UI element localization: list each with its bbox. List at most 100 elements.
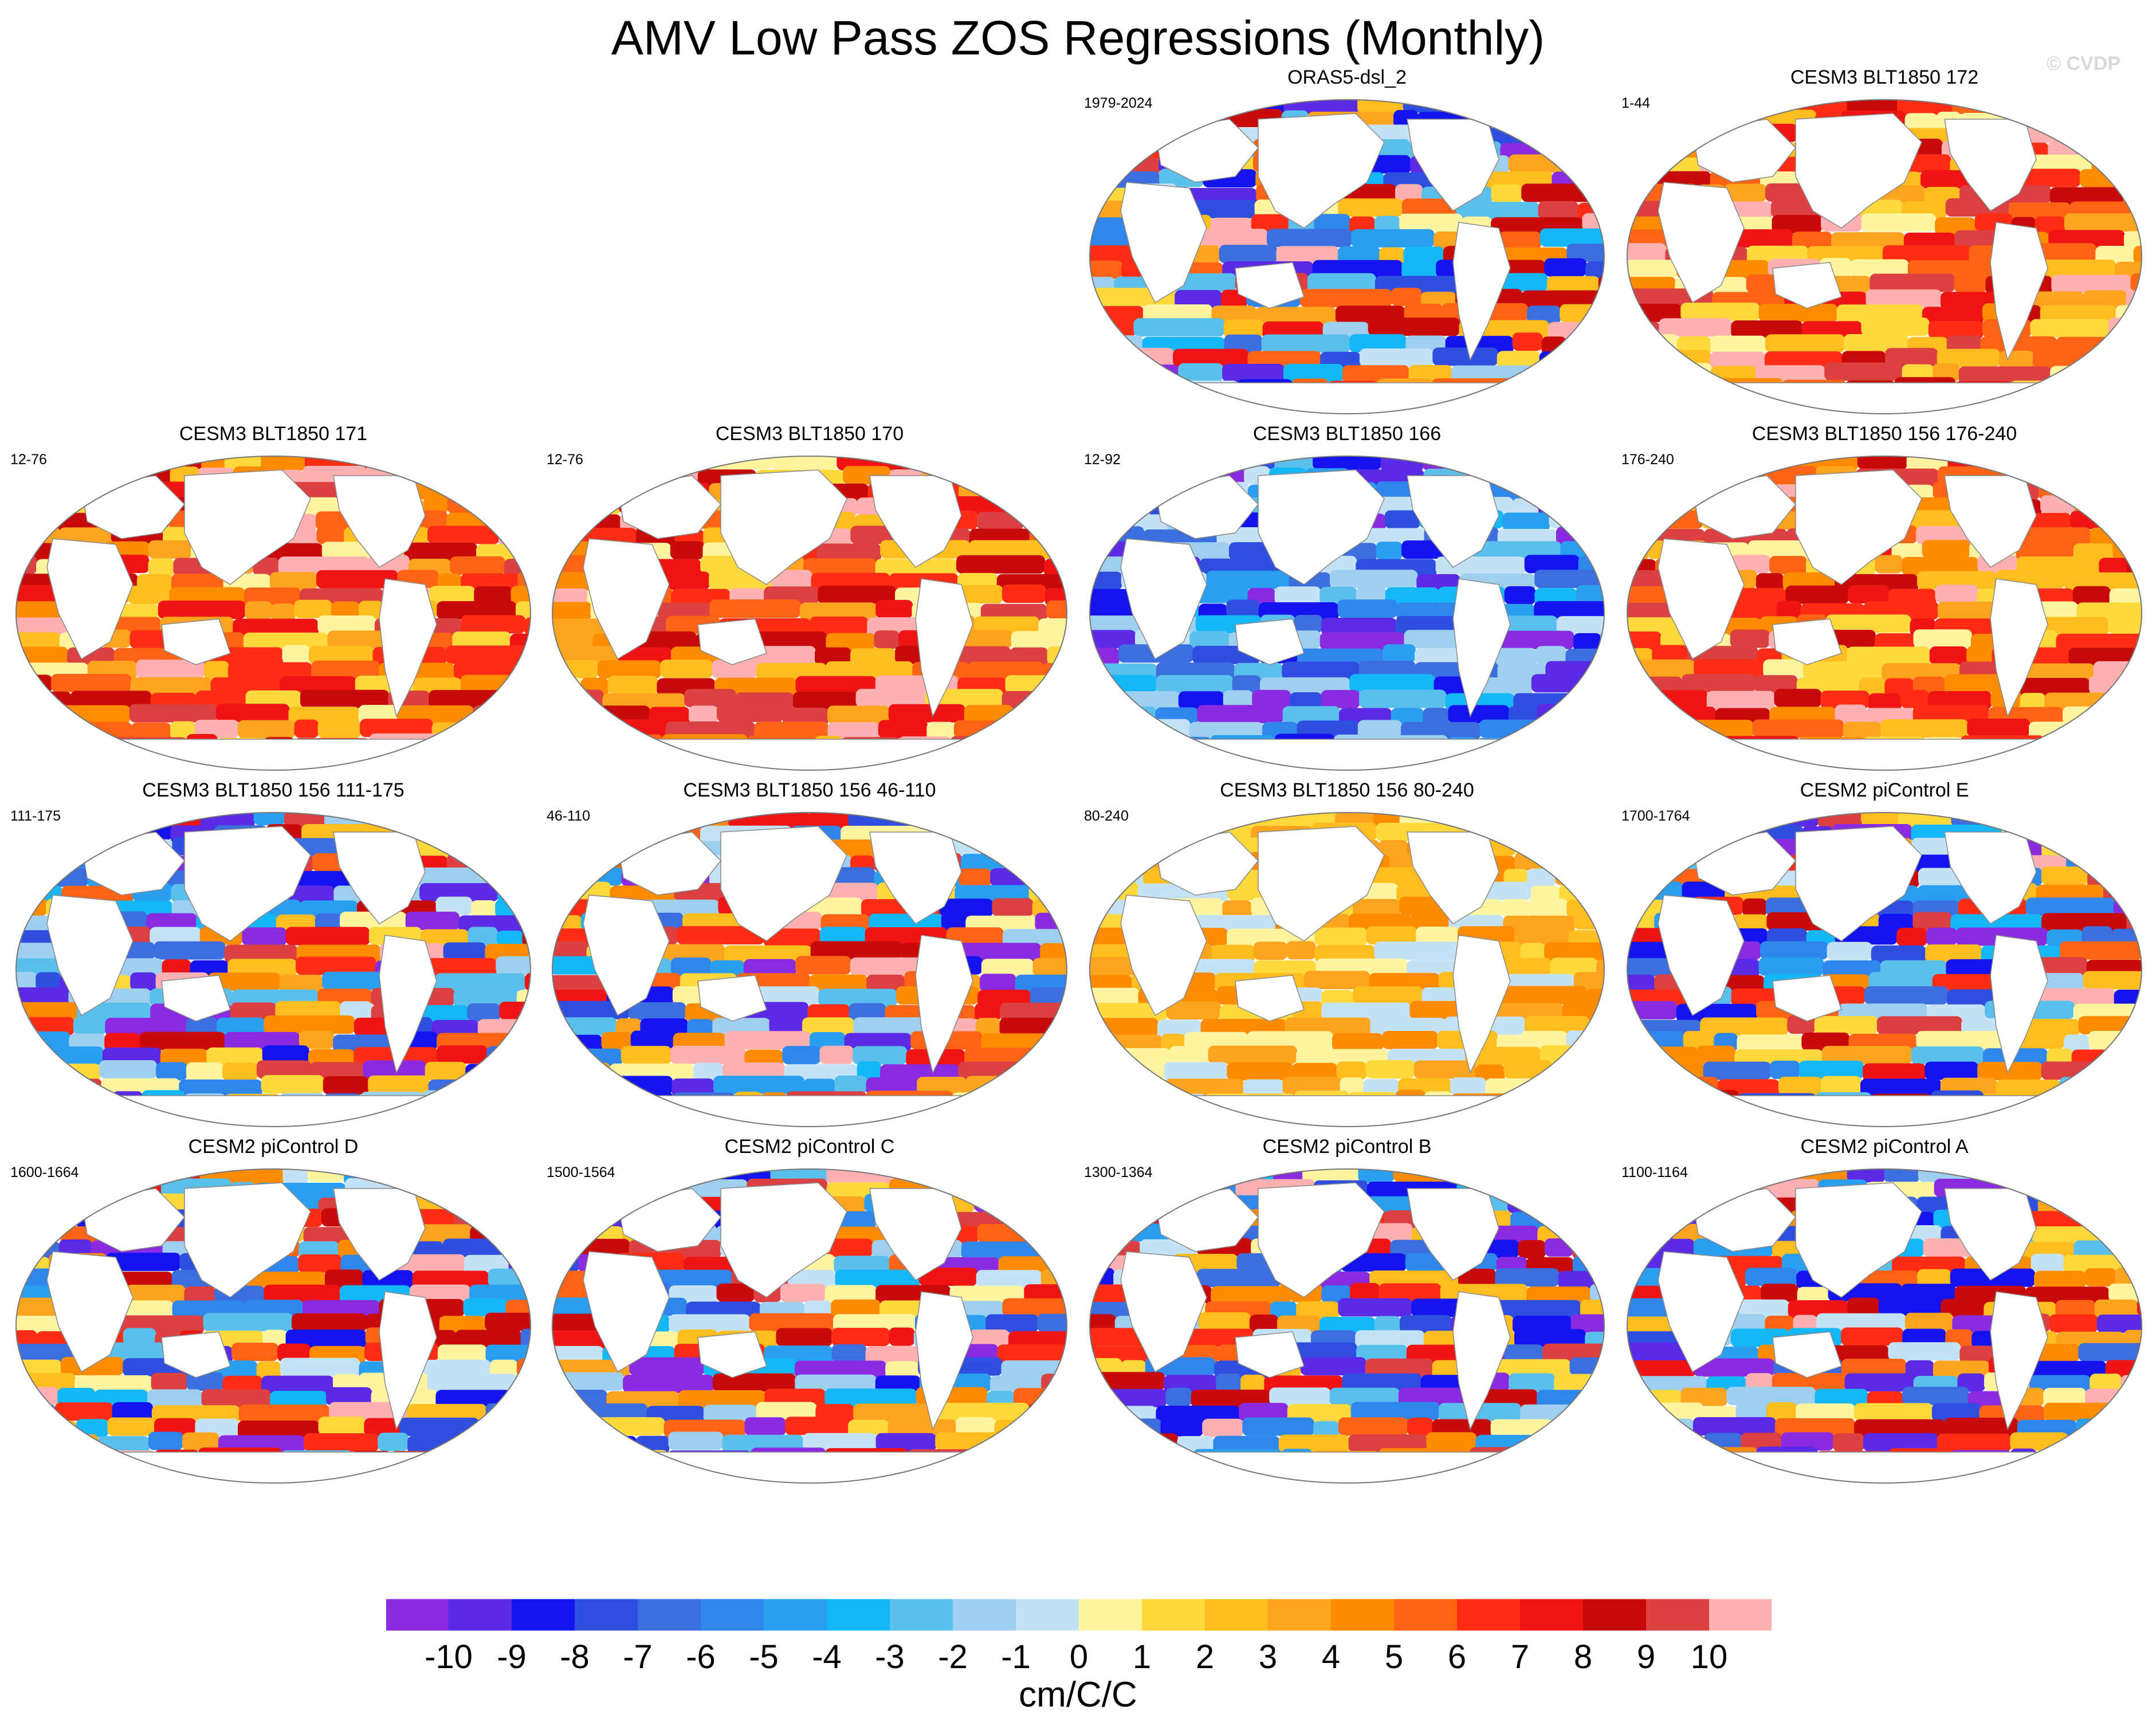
field-cell xyxy=(1574,1093,1604,1112)
field-cell xyxy=(1888,1342,1961,1361)
field-cell xyxy=(1605,1256,1608,1274)
field-cell xyxy=(810,941,902,960)
field-cell xyxy=(1967,719,2031,738)
land-mask xyxy=(1258,826,1385,942)
field-cell xyxy=(2081,838,2142,857)
field-cell xyxy=(532,945,534,963)
field-cell xyxy=(2031,1253,2065,1272)
field-cell xyxy=(1687,736,1714,755)
field-cell xyxy=(294,599,332,618)
field-cell xyxy=(1319,632,1405,651)
field-cell xyxy=(1028,883,1067,902)
field-cell xyxy=(294,719,319,738)
land-mask xyxy=(1990,935,2048,1074)
land-mask xyxy=(552,1095,1067,1127)
field-cell xyxy=(1090,674,1157,693)
field-cell xyxy=(419,883,499,902)
land-mask xyxy=(1120,1251,1207,1373)
field-cell xyxy=(803,1433,877,1452)
field-cell xyxy=(1571,1169,1604,1182)
field-cell xyxy=(487,1477,519,1483)
field-cell xyxy=(2080,1105,2126,1124)
field-cell xyxy=(1491,184,1523,203)
map-outline xyxy=(552,1168,1067,1484)
field-cell xyxy=(422,1090,502,1109)
field-cell xyxy=(1747,411,1831,414)
panel-period: 46-110 xyxy=(547,808,590,824)
field-cell xyxy=(2097,124,2142,143)
field-cell xyxy=(1338,1417,1409,1436)
field-cell xyxy=(952,1092,1024,1111)
field-cell xyxy=(430,1465,469,1483)
map-panel xyxy=(15,456,531,771)
field-cell xyxy=(2044,100,2069,114)
field-cell xyxy=(1358,1169,1395,1183)
field-cell xyxy=(2006,677,2090,696)
field-cell xyxy=(1954,274,1987,293)
field-cell xyxy=(70,691,152,709)
field-cell xyxy=(435,1124,473,1127)
field-cell xyxy=(506,483,531,501)
field-cell xyxy=(552,1062,611,1081)
field-cell xyxy=(360,719,433,738)
field-cell xyxy=(1580,1299,1604,1318)
field-cell xyxy=(1655,1180,1713,1199)
field-cell xyxy=(552,1417,579,1436)
field-cell xyxy=(1902,1387,1969,1406)
field-cell xyxy=(834,1075,867,1094)
field-cell xyxy=(1090,380,1162,399)
field-cell xyxy=(1863,1433,1938,1452)
field-cell xyxy=(1539,351,1576,370)
field-cell xyxy=(16,1194,52,1213)
field-cell xyxy=(1530,1449,1604,1468)
field-cell xyxy=(16,1078,103,1097)
field-cell xyxy=(47,736,101,755)
colorbar-swatch xyxy=(1583,1599,1647,1631)
panel-period: 1979-2024 xyxy=(1084,95,1153,111)
field-cell xyxy=(894,764,979,770)
field-cell xyxy=(1355,1330,1425,1349)
field-cell xyxy=(1313,456,1382,470)
panel-title: CESM3 BLT1850 172 xyxy=(1790,66,1979,88)
field-cell xyxy=(1599,513,1604,532)
field-cell xyxy=(217,1017,265,1036)
field-cell xyxy=(1348,1434,1428,1453)
field-cell xyxy=(1627,350,1711,368)
field-cell xyxy=(776,1328,833,1347)
field-cell xyxy=(2082,813,2142,829)
field-cell xyxy=(1549,1211,1584,1230)
field-cell xyxy=(1456,202,1540,221)
field-cell xyxy=(1540,765,1601,770)
field-cell xyxy=(875,599,913,618)
field-cell xyxy=(1090,1314,1116,1333)
field-cell xyxy=(277,1343,311,1362)
map-panel xyxy=(15,1168,531,1484)
field-cell xyxy=(1843,721,1882,740)
field-cell xyxy=(1090,720,1112,739)
field-cell xyxy=(471,1122,531,1127)
panel-period: 12-92 xyxy=(1084,452,1121,468)
field-cell xyxy=(130,972,157,991)
field-cell xyxy=(1825,614,1911,633)
field-cell xyxy=(186,1017,218,1036)
field-cell xyxy=(530,674,531,693)
field-cell xyxy=(1847,1169,1886,1183)
field-cell xyxy=(1090,456,1173,472)
field-cell xyxy=(16,1223,62,1242)
field-cell xyxy=(2144,661,2145,680)
field-cell xyxy=(1524,1015,1589,1034)
field-cell xyxy=(399,1417,480,1436)
field-cell xyxy=(552,1169,607,1185)
field-cell xyxy=(422,466,457,485)
field-cell xyxy=(1627,841,1680,860)
field-cell xyxy=(1165,1387,1192,1406)
map-outline xyxy=(1627,456,2142,771)
field-cell xyxy=(1603,1372,1604,1391)
field-cell xyxy=(586,1450,669,1469)
field-cell xyxy=(1814,1016,1878,1035)
colorbar-units: cm/C/C xyxy=(1019,1675,1137,1715)
field-cell xyxy=(1901,556,1979,575)
field-cell xyxy=(1154,751,1234,770)
field-cell xyxy=(1416,927,1459,946)
field-cell xyxy=(974,1193,1002,1212)
